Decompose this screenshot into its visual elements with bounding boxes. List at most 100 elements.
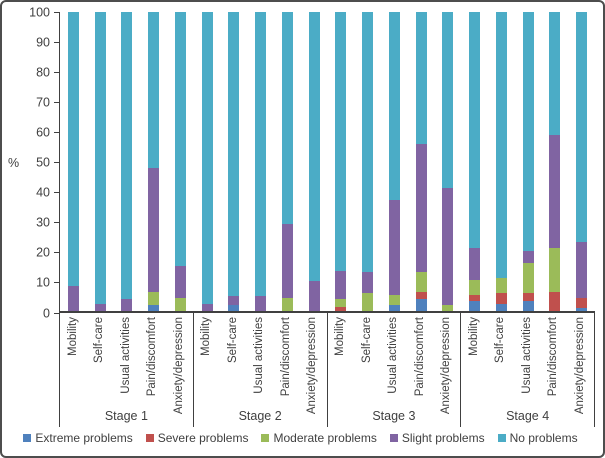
bar — [576, 12, 588, 311]
bar-segment — [522, 12, 534, 252]
bar-slot — [247, 12, 274, 311]
x-label-slot: Usual activities — [113, 313, 140, 405]
bar-segment — [469, 300, 481, 311]
legend-swatch — [497, 434, 506, 442]
bar-segment — [469, 248, 481, 280]
bar-segment — [94, 12, 106, 304]
bar-group — [60, 12, 194, 311]
bar-slot — [140, 12, 167, 311]
y-tick-label: 30 — [36, 215, 50, 230]
bar-segment — [522, 300, 534, 311]
bar-segment — [549, 291, 561, 311]
x-axis-label: Usual activities — [119, 317, 132, 394]
bar-segment — [576, 242, 588, 298]
y-tick-label: 80 — [36, 64, 50, 79]
x-label-slot: Anxiety/depression — [567, 313, 594, 414]
bar — [121, 12, 133, 311]
legend: Extreme problems Severe problems Moderate … — [6, 431, 595, 445]
bar — [255, 12, 267, 311]
bar — [335, 12, 347, 311]
x-label-slot: Self-care — [220, 313, 247, 405]
bar-segment — [415, 12, 427, 144]
bar — [388, 12, 400, 311]
y-axis-tick — [54, 131, 59, 133]
x-label-slot: Mobility — [194, 313, 221, 405]
bar-segment — [415, 299, 427, 311]
bar-segment — [388, 200, 400, 295]
bar-slot — [488, 12, 515, 311]
x-axis-label: Self-care — [494, 317, 507, 364]
bar — [94, 12, 106, 311]
bar-segment — [148, 305, 160, 311]
y-tick-label: 40 — [36, 185, 50, 200]
bar-segment — [281, 224, 293, 298]
x-label-slot: Pain/discomfort — [407, 313, 434, 405]
x-label-slot: Usual activities — [514, 313, 541, 405]
legend-label: Slight problems — [401, 431, 485, 445]
x-axis-label: Anxiety/depression — [306, 317, 319, 415]
bar-segment — [415, 291, 427, 300]
bar-segment — [576, 12, 588, 243]
bar — [67, 12, 79, 311]
bar-segment — [442, 188, 454, 306]
bar-slot — [274, 12, 301, 311]
bar-segment — [174, 297, 186, 311]
bar — [415, 12, 427, 311]
bar-group — [328, 12, 462, 311]
bar-segment — [469, 294, 481, 301]
x-label-slot: Self-care — [354, 313, 381, 405]
bar-slot — [568, 12, 595, 311]
bar-segment — [522, 293, 534, 301]
y-axis-tick — [54, 192, 59, 194]
stage-label: Stage 2 — [238, 409, 282, 423]
x-label-slot: Self-care — [488, 313, 515, 405]
bar-segment — [281, 12, 293, 225]
legend-item: No problems — [497, 431, 578, 445]
x-axis-label: Mobility — [467, 317, 480, 356]
x-label-slot: Pain/discomfort — [140, 313, 167, 405]
x-label-slot: Usual activities — [247, 313, 274, 405]
plot-wrap: Mobility Self-care Usual activities Pain/di… — [59, 12, 595, 427]
bar-segment — [148, 167, 160, 292]
bar — [201, 12, 213, 311]
y-axis: % 0 10 20 30 40 50 60 70 80 90 100 — [6, 6, 59, 319]
bar-slot — [461, 12, 488, 311]
bar-segment — [442, 12, 454, 189]
x-axis-label: Pain/discomfort — [146, 317, 159, 397]
x-label-row: Mobility Self-care Usual activities Pain/di… — [461, 313, 594, 414]
legend-item: Slight problems — [389, 431, 485, 445]
x-axis-label: Self-care — [93, 317, 106, 364]
legend-item: Moderate problems — [261, 431, 377, 445]
bar-segment — [549, 12, 561, 135]
bar-segment — [121, 12, 133, 300]
bar-slot — [221, 12, 248, 311]
bar-segment — [335, 306, 347, 311]
bar-segment — [522, 263, 534, 294]
bar-slot — [114, 12, 141, 311]
x-label-row: Mobility Self-care Usual activities Pain/di… — [60, 313, 193, 414]
bar-segment — [415, 143, 427, 273]
x-axis-label: Self-care — [360, 317, 373, 364]
y-axis-tick — [54, 312, 59, 314]
bar-slot — [354, 12, 381, 311]
x-axis-label: Anxiety/depression — [573, 317, 586, 415]
bar — [522, 12, 534, 311]
legend-label: Moderate problems — [273, 431, 377, 445]
bar-slot — [60, 12, 87, 311]
x-label-row: Mobility Self-care Usual activities Pain/di… — [328, 313, 461, 414]
bar-group — [194, 12, 328, 311]
x-label-slot: Anxiety/depression — [300, 313, 327, 414]
legend-label: Extreme problems — [35, 431, 133, 445]
y-axis-tick — [54, 101, 59, 103]
bar-slot — [435, 12, 462, 311]
x-axis-label: Pain/discomfort — [547, 317, 560, 397]
bar-segment — [469, 12, 481, 249]
bar-segment — [201, 303, 213, 311]
stage-label: Stage 1 — [104, 409, 148, 423]
y-axis-tick — [54, 71, 59, 73]
bar-segment — [362, 12, 374, 273]
x-axis-label: Usual activities — [387, 317, 400, 394]
bar-segment — [94, 303, 106, 311]
bar-slot — [542, 12, 569, 311]
